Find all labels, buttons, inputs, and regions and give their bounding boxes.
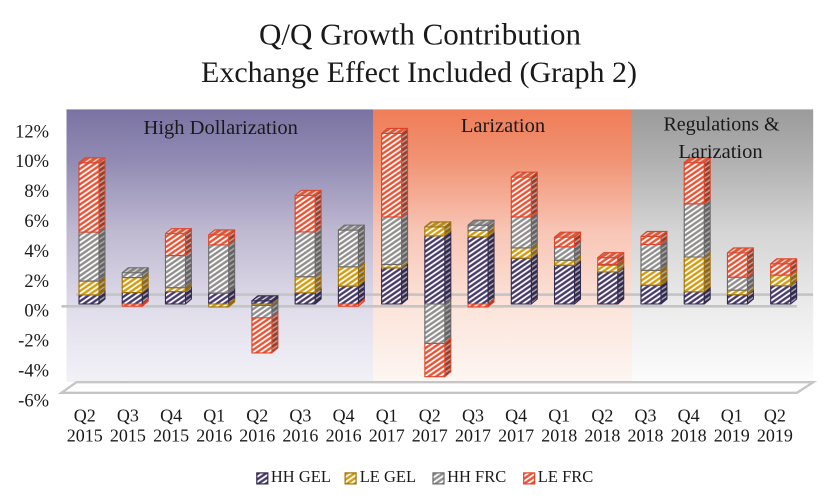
svg-text:2015: 2015 bbox=[153, 426, 189, 446]
svg-text:6%: 6% bbox=[24, 212, 49, 232]
svg-text:Q3: Q3 bbox=[462, 406, 484, 426]
svg-text:Regulations &: Regulations & bbox=[663, 114, 780, 136]
svg-text:Q1: Q1 bbox=[721, 406, 743, 426]
svg-text:10%: 10% bbox=[15, 152, 49, 172]
svg-text:Q4: Q4 bbox=[678, 406, 700, 426]
svg-text:2018: 2018 bbox=[541, 426, 577, 446]
svg-text:Q2: Q2 bbox=[419, 406, 441, 426]
svg-text:2018: 2018 bbox=[628, 426, 664, 446]
svg-text:Q1: Q1 bbox=[203, 406, 225, 426]
svg-text:Q4: Q4 bbox=[160, 406, 182, 426]
svg-text:8%: 8% bbox=[24, 182, 49, 202]
svg-text:Q4: Q4 bbox=[505, 406, 527, 426]
svg-text:Q2: Q2 bbox=[74, 406, 96, 426]
svg-text:2%: 2% bbox=[24, 272, 49, 292]
svg-text:2016: 2016 bbox=[196, 426, 232, 446]
svg-text:2018: 2018 bbox=[584, 426, 620, 446]
svg-text:High Dollarization: High Dollarization bbox=[144, 117, 298, 139]
svg-text:Q2: Q2 bbox=[591, 406, 613, 426]
svg-text:Larization: Larization bbox=[678, 141, 762, 163]
svg-text:Exchange Effect Included (Grap: Exchange Effect Included (Graph 2) bbox=[201, 56, 637, 89]
svg-text:2017: 2017 bbox=[412, 426, 448, 446]
svg-text:Q/Q Growth Contribution: Q/Q Growth Contribution bbox=[259, 17, 582, 52]
svg-text:-6%: -6% bbox=[18, 391, 49, 411]
svg-text:Q2: Q2 bbox=[764, 406, 786, 426]
svg-text:LE FRC: LE FRC bbox=[538, 467, 593, 486]
svg-text:12%: 12% bbox=[15, 122, 49, 142]
svg-text:-2%: -2% bbox=[18, 332, 49, 352]
svg-text:2015: 2015 bbox=[67, 426, 103, 446]
svg-text:HH GEL: HH GEL bbox=[271, 467, 331, 486]
svg-text:Q3: Q3 bbox=[289, 406, 311, 426]
svg-text:Q3: Q3 bbox=[635, 406, 657, 426]
svg-text:Larization: Larization bbox=[461, 115, 545, 137]
svg-text:2017: 2017 bbox=[369, 426, 405, 446]
svg-text:2017: 2017 bbox=[455, 426, 491, 446]
svg-text:2017: 2017 bbox=[498, 426, 534, 446]
svg-text:4%: 4% bbox=[24, 242, 49, 262]
svg-text:HH FRC: HH FRC bbox=[447, 467, 506, 486]
svg-text:2019: 2019 bbox=[714, 426, 750, 446]
svg-text:Q3: Q3 bbox=[117, 406, 139, 426]
svg-text:Q1: Q1 bbox=[376, 406, 398, 426]
svg-text:2016: 2016 bbox=[326, 426, 362, 446]
svg-text:-4%: -4% bbox=[18, 362, 49, 382]
svg-text:2015: 2015 bbox=[110, 426, 146, 446]
svg-text:2016: 2016 bbox=[282, 426, 318, 446]
svg-text:LE GEL: LE GEL bbox=[360, 467, 416, 486]
svg-text:2018: 2018 bbox=[671, 426, 707, 446]
svg-text:Q2: Q2 bbox=[246, 406, 268, 426]
svg-text:Q4: Q4 bbox=[333, 406, 355, 426]
svg-text:2016: 2016 bbox=[239, 426, 275, 446]
svg-text:0%: 0% bbox=[24, 302, 49, 322]
svg-text:2019: 2019 bbox=[757, 426, 793, 446]
svg-text:Q1: Q1 bbox=[548, 406, 570, 426]
